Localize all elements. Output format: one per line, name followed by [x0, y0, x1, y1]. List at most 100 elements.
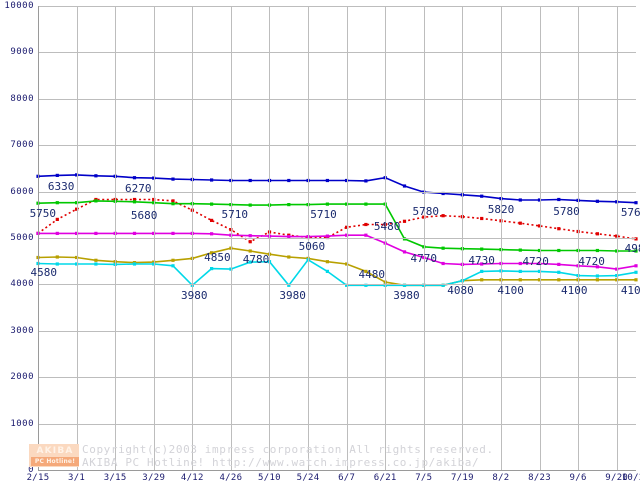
- series-marker-olive: [229, 246, 233, 250]
- series-marker-green: [287, 203, 291, 207]
- series-marker-cyan: [595, 274, 599, 278]
- series-line-olive: [37, 247, 636, 287]
- data-point-label: 4730: [468, 254, 495, 268]
- series-marker-red: [518, 221, 522, 225]
- gridline-vertical: [308, 6, 309, 470]
- data-point-label: 4980: [624, 241, 640, 255]
- series-marker-magenta: [537, 261, 542, 266]
- series-marker-olive: [364, 269, 368, 273]
- series-marker-blue: [75, 173, 79, 177]
- gridline-vertical: [192, 6, 193, 470]
- series-marker-magenta: [364, 233, 368, 237]
- gridline-horizontal: [38, 99, 636, 100]
- series-marker-cyan: [287, 283, 291, 287]
- series-marker-green: [441, 246, 445, 250]
- data-point-label: 4780: [242, 253, 270, 267]
- gridline-horizontal: [38, 6, 636, 7]
- gridline-vertical: [462, 6, 463, 470]
- series-marker-olive: [287, 255, 291, 259]
- y-axis-tick-label: 1000: [10, 419, 34, 429]
- series-marker-magenta: [287, 235, 291, 239]
- series-marker-red: [557, 227, 561, 231]
- series-marker-cyan: [248, 260, 252, 264]
- series-marker-blue: [152, 176, 156, 180]
- series-marker-olive: [537, 278, 542, 282]
- series-marker-red: [75, 207, 79, 211]
- gridline-horizontal: [38, 284, 636, 285]
- series-marker-red: [345, 225, 349, 229]
- x-axis-tick-label: 4/26: [219, 473, 243, 483]
- gridline-vertical: [115, 6, 116, 470]
- y-axis-tick-label: 9000: [10, 47, 34, 57]
- series-marker-blue: [634, 201, 638, 205]
- series-marker-olive: [480, 278, 484, 282]
- x-axis-tick-label: 8/23: [528, 473, 551, 483]
- series-marker-magenta: [615, 267, 619, 271]
- data-point-label: 4720: [522, 254, 549, 268]
- series-marker-blue: [345, 178, 349, 183]
- series-marker-green: [152, 201, 156, 205]
- series-marker-green: [557, 248, 561, 253]
- series-marker-magenta: [94, 231, 98, 235]
- series-marker-blue: [171, 177, 175, 181]
- series-marker-olive: [615, 278, 619, 282]
- series-marker-blue: [325, 178, 329, 183]
- series-marker-cyan: [634, 270, 638, 274]
- data-point-label: 4100: [497, 283, 524, 297]
- data-point-label: 5480: [373, 219, 401, 233]
- data-point-label: 5710: [221, 208, 249, 222]
- series-marker-red: [634, 237, 638, 241]
- data-point-label: 5750: [29, 207, 57, 221]
- series-marker-olive: [557, 278, 561, 282]
- series-marker-green: [94, 199, 98, 203]
- series-marker-cyan: [402, 283, 407, 287]
- series-marker-green: [171, 202, 175, 206]
- series-marker-cyan: [537, 269, 542, 273]
- y-axis-tick-label: 7000: [10, 140, 34, 150]
- series-marker-olive: [345, 262, 349, 266]
- data-point-label: 3980: [393, 289, 420, 303]
- series-marker-olive: [325, 260, 329, 264]
- series-marker-blue: [94, 174, 98, 178]
- series-marker-magenta: [441, 261, 445, 266]
- y-axis-tick-label: 5000: [10, 233, 34, 243]
- series-marker-red: [402, 219, 407, 223]
- x-axis-tick-label: 2/15: [26, 473, 50, 483]
- series-marker-cyan: [152, 262, 156, 266]
- series-line-red: [37, 198, 637, 243]
- series-marker-magenta: [132, 231, 137, 235]
- series-marker-green: [422, 245, 426, 249]
- gridline-horizontal: [38, 377, 636, 378]
- series-marker-cyan: [210, 267, 214, 271]
- gridline-vertical: [269, 6, 270, 470]
- series-marker-blue: [132, 176, 137, 180]
- series-marker-cyan: [132, 262, 137, 266]
- series-marker-cyan: [364, 283, 368, 287]
- series-marker-green: [132, 200, 137, 204]
- chart-plot-area: [36, 6, 638, 470]
- x-axis-tick-label: 7/5: [415, 473, 433, 483]
- series-marker-green: [615, 249, 619, 253]
- x-axis-line: [38, 470, 636, 471]
- series-marker-blue: [518, 198, 522, 202]
- series-marker-cyan: [345, 283, 349, 287]
- series-marker-magenta: [422, 255, 426, 260]
- data-point-label: 5680: [130, 209, 158, 223]
- x-axis-tick-label: 7/19: [450, 473, 474, 483]
- series-line-blue: [37, 174, 637, 204]
- gridline-horizontal: [38, 238, 636, 239]
- series-marker-cyan: [171, 264, 175, 268]
- y-axis-tick-label: 6000: [10, 187, 34, 197]
- series-marker-magenta: [171, 231, 175, 235]
- series-line-magenta: [38, 232, 637, 270]
- series-marker-blue: [287, 178, 291, 183]
- series-line-green: [37, 200, 636, 252]
- series-marker-green: [345, 202, 349, 206]
- y-axis-tick-label: 10000: [4, 1, 34, 11]
- series-marker-olive: [595, 278, 599, 282]
- data-point-label: 4850: [204, 250, 231, 264]
- gridline-vertical: [501, 6, 502, 470]
- x-axis-tick-label: 3/29: [142, 473, 166, 483]
- series-marker-olive: [94, 258, 98, 262]
- gridline-horizontal: [38, 145, 636, 146]
